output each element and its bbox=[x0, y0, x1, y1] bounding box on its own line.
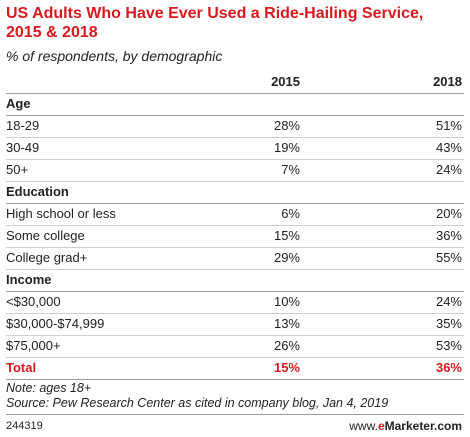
data-row: <$30,000 10% 24% bbox=[6, 291, 464, 313]
row-label: Some college bbox=[6, 228, 85, 243]
data-row: $75,000+ 26% 53% bbox=[6, 335, 464, 357]
total-row: Total 15% 36% bbox=[6, 357, 464, 379]
row-label: High school or less bbox=[6, 206, 116, 221]
section-label: Income bbox=[6, 272, 52, 287]
section-label: Education bbox=[6, 184, 69, 199]
brand-rest: Marketer.com bbox=[384, 419, 462, 433]
row-rule bbox=[6, 357, 464, 358]
row-rule bbox=[6, 181, 464, 182]
data-row: 30-49 19% 43% bbox=[6, 137, 464, 159]
column-header: 2018 bbox=[433, 74, 462, 89]
row-rule bbox=[6, 159, 464, 160]
note: Note: ages 18+ bbox=[6, 381, 92, 395]
brand-prefix: www. bbox=[349, 419, 378, 433]
cell-value: 55% bbox=[435, 250, 462, 265]
cell-value: 36% bbox=[435, 228, 462, 243]
section-row: Age bbox=[6, 93, 464, 115]
cell-value: 53% bbox=[435, 338, 462, 353]
data-row: 18-29 28% 51% bbox=[6, 115, 464, 137]
cell-value: 29% bbox=[273, 250, 300, 265]
row-rule bbox=[6, 269, 464, 270]
section-row: Income bbox=[6, 269, 464, 291]
row-label: <$30,000 bbox=[6, 294, 61, 309]
title: US Adults Who Have Ever Used a Ride-Hail… bbox=[6, 5, 424, 41]
row-label: $30,000-$74,999 bbox=[6, 316, 105, 331]
row-rule bbox=[6, 379, 464, 380]
brand-accent: e bbox=[377, 419, 385, 433]
row-label: 30-49 bbox=[6, 140, 40, 155]
cell-value: 7% bbox=[281, 162, 300, 177]
section-label: Age bbox=[6, 96, 31, 111]
cell-value: 24% bbox=[435, 294, 462, 309]
row-rule bbox=[6, 335, 464, 336]
row-rule bbox=[6, 137, 464, 138]
data-row: Some college 15% 36% bbox=[6, 225, 464, 247]
cell-value: 35% bbox=[435, 316, 462, 331]
column-header: 2015 bbox=[271, 74, 300, 89]
cell-value: 6% bbox=[281, 206, 300, 221]
row-rule bbox=[6, 291, 464, 292]
row-rule bbox=[6, 247, 464, 248]
cell-value: 28% bbox=[273, 118, 300, 133]
data-row: 50+ 7% 24% bbox=[6, 159, 464, 181]
cell-value: 43% bbox=[435, 140, 462, 155]
row-rule bbox=[6, 225, 464, 226]
total-label: Total bbox=[6, 360, 37, 375]
note: Source: Pew Research Center as cited in … bbox=[6, 396, 389, 410]
total-value: 36% bbox=[435, 360, 462, 375]
row-label: College grad+ bbox=[6, 250, 88, 265]
cell-value: 13% bbox=[273, 316, 300, 331]
chart-id: 244319 bbox=[6, 420, 43, 432]
total-value: 15% bbox=[273, 360, 300, 375]
cell-value: 10% bbox=[273, 294, 300, 309]
cell-value: 19% bbox=[273, 140, 300, 155]
row-label: $75,000+ bbox=[6, 338, 61, 353]
header-row: 2015 2018 bbox=[6, 71, 464, 93]
subtitle: % of respondents, by demographic bbox=[6, 48, 223, 64]
cell-value: 51% bbox=[435, 118, 462, 133]
section-row: Education bbox=[6, 181, 464, 203]
brand: www.eMarketer.com bbox=[349, 419, 462, 433]
cell-value: 15% bbox=[273, 228, 300, 243]
footer-rule bbox=[6, 414, 464, 415]
row-rule bbox=[6, 313, 464, 314]
row-label: 50+ bbox=[6, 162, 29, 177]
data-row: $30,000-$74,999 13% 35% bbox=[6, 313, 464, 335]
data-row: College grad+ 29% 55% bbox=[6, 247, 464, 269]
cell-value: 26% bbox=[273, 338, 300, 353]
row-rule bbox=[6, 93, 464, 94]
cell-value: 20% bbox=[435, 206, 462, 221]
row-rule bbox=[6, 203, 464, 204]
data-row: High school or less 6% 20% bbox=[6, 203, 464, 225]
row-label: 18-29 bbox=[6, 118, 40, 133]
cell-value: 24% bbox=[435, 162, 462, 177]
row-rule bbox=[6, 115, 464, 116]
